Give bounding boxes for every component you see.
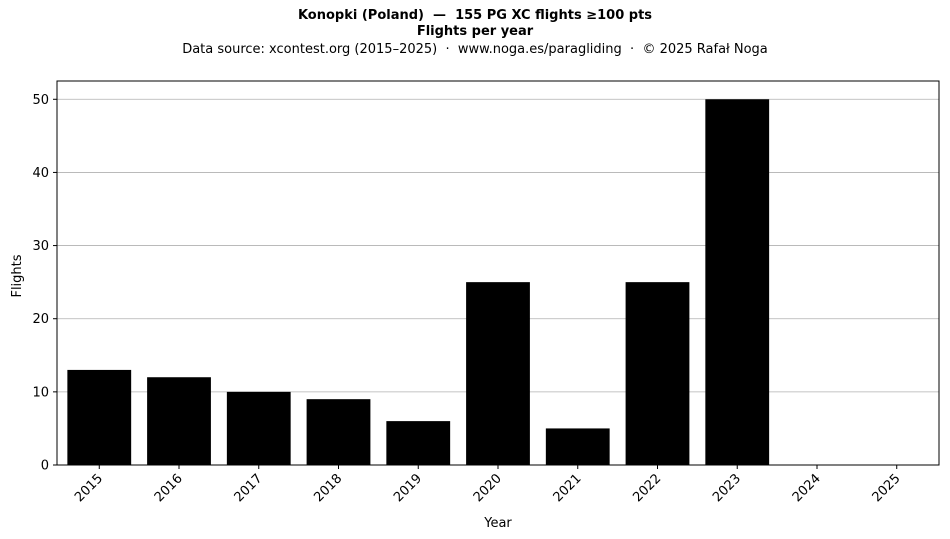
- x-tick-label: 2024: [790, 471, 824, 505]
- bars: [67, 99, 770, 466]
- x-tick-label: 2021: [551, 471, 585, 505]
- y-axis: 0 10 20 30 40 50: [32, 93, 57, 474]
- x-axis: 2015 2016 2017 2018 2019 2020 2021 2022 2023 2024…: [72, 465, 904, 505]
- x-tick-label: 2015: [72, 471, 106, 505]
- bar-2023: [705, 99, 770, 466]
- y-tick-label: 20: [32, 312, 49, 327]
- bar-2022: [625, 282, 690, 465]
- x-tick-label: 2016: [152, 471, 186, 505]
- bar-2020: [466, 282, 530, 465]
- bar-2021: [545, 428, 610, 465]
- x-tick-label: 2023: [710, 471, 744, 505]
- bar-2015: [67, 369, 132, 465]
- bar-2017: [226, 391, 291, 465]
- chart-title-block: Konopki (Poland) — 155 PG XC flights ≥10…: [0, 8, 950, 59]
- y-tick-label: 50: [32, 93, 49, 108]
- bar-2018: [306, 399, 371, 465]
- y-axis-label: Flights: [10, 254, 25, 297]
- chart-subtitle: Flights per year: [416, 24, 534, 39]
- y-tick-label: 10: [32, 385, 49, 400]
- x-tick-label: 2025: [870, 471, 904, 505]
- bar-2016: [147, 377, 211, 465]
- y-tick-label: 40: [32, 166, 49, 181]
- x-tick-label: 2018: [311, 471, 345, 505]
- x-tick-label: 2019: [391, 471, 425, 505]
- chart-title: Konopki (Poland) — 155 PG XC flights ≥10…: [297, 8, 653, 23]
- y-tick-label: 30: [32, 239, 49, 254]
- y-tick-label: 0: [41, 459, 49, 474]
- chart-source-note: Data source: xcontest.org (2015–2025) · …: [182, 42, 768, 57]
- x-tick-label: 2020: [471, 471, 505, 505]
- x-tick-label: 2022: [630, 471, 664, 505]
- x-axis-label: Year: [483, 516, 512, 531]
- x-tick-label: 2017: [232, 471, 266, 505]
- bar-2019: [386, 421, 451, 465]
